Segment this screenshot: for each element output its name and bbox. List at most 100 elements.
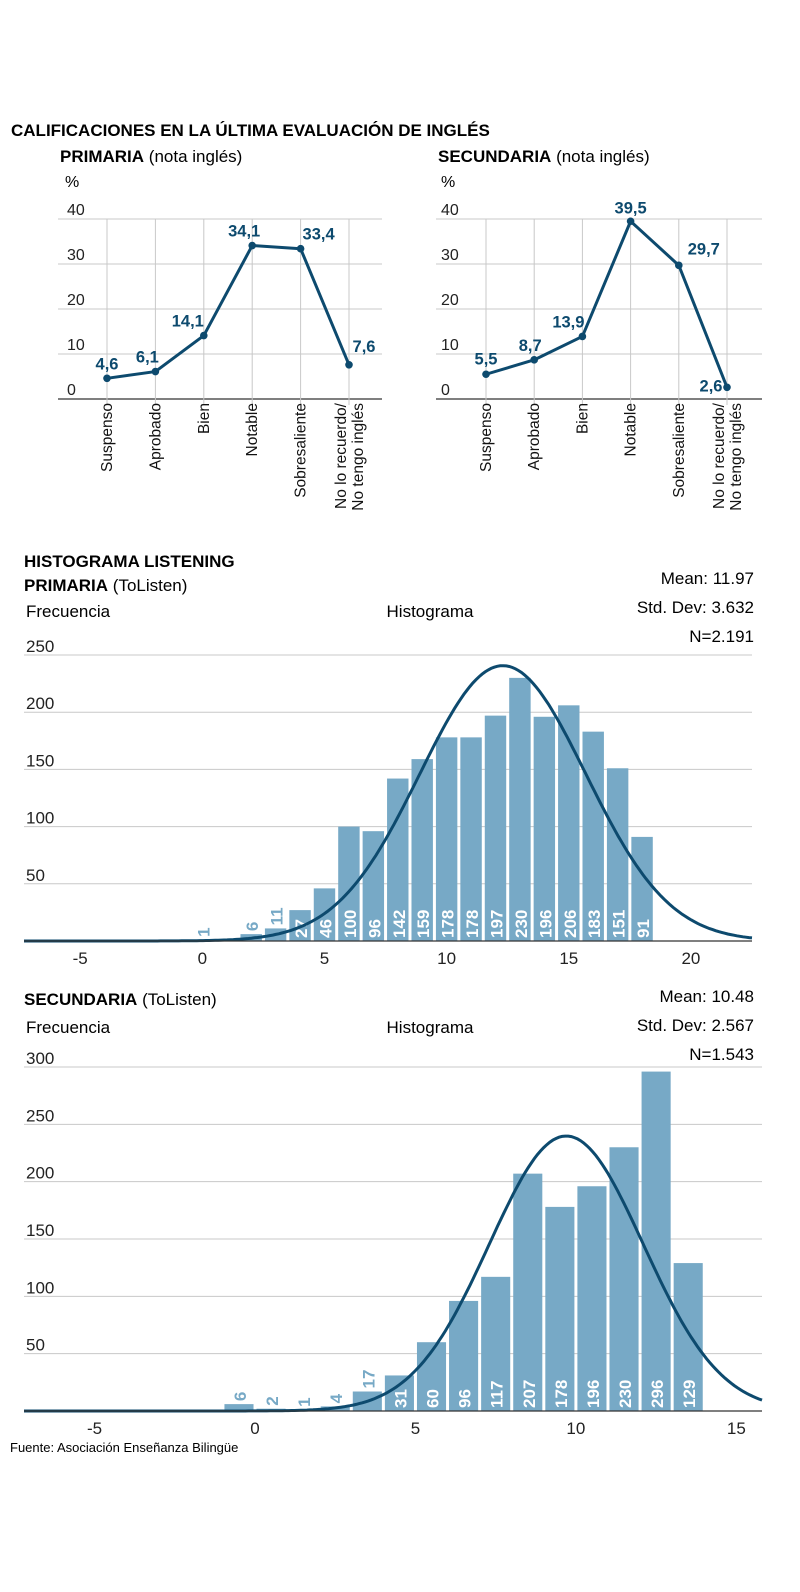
primaria-hist-stat-std: Std. Dev: 3.632 (637, 598, 754, 617)
category-label: Suspenso (478, 403, 495, 472)
secundaria-hist-stat-mean: Mean: 10.48 (659, 987, 754, 1006)
y-tick-label: 40 (67, 202, 85, 219)
data-label: 6,1 (136, 349, 159, 367)
bar-value-label: 142 (390, 910, 409, 938)
primaria-notas-chart: 0 10 20 30 40 Suspenso Aprobado Bien Notable Sobr… (58, 202, 382, 511)
histogram-bar (384, 1375, 414, 1411)
bar-value-label: 1 (295, 1397, 314, 1406)
bar-value-label: 129 (680, 1380, 699, 1408)
bar-value-label: 178 (463, 910, 482, 938)
category-label: Aprobado (147, 403, 164, 470)
bar-value-label: 4 (327, 1393, 346, 1403)
x-tick-label: 0 (198, 949, 207, 968)
bar-value-label: 197 (487, 910, 506, 938)
x-tick-label: -5 (73, 949, 88, 968)
histogram-bar (558, 705, 580, 941)
data-label: 13,9 (552, 313, 584, 331)
bar-value-label: 60 (424, 1389, 443, 1408)
histogram-bar (224, 1404, 254, 1411)
bar-value-label: 11 (268, 907, 287, 925)
bar-value-label: 96 (365, 919, 384, 938)
secundaria-hist-center-label: Histograma (387, 1018, 474, 1037)
y-tick-label: 0 (441, 382, 450, 399)
histogram-bar (449, 1300, 479, 1411)
primaria-notas-title: PRIMARIA (nota inglés) (60, 147, 242, 166)
category-label: No lo recuerdo/No tengo inglés (333, 402, 367, 510)
primaria-notas-title-rest: (nota inglés) (144, 147, 242, 166)
data-label: 8,7 (519, 337, 542, 355)
category-label: No lo recuerdo/No tengo inglés (711, 402, 745, 510)
category-label-line: Bien (574, 403, 591, 434)
bar-value-label: 100 (341, 910, 360, 938)
data-point (675, 261, 683, 270)
y-tick-label: 20 (67, 292, 85, 309)
secundaria-hist-ylabel: Frecuencia (26, 1018, 111, 1037)
secundaria-notas-title-rest: (nota inglés) (551, 147, 649, 166)
data-label: 33,4 (303, 226, 336, 244)
bar-value-label: 96 (456, 1389, 475, 1408)
category-label: Bien (196, 403, 213, 434)
data-point (103, 374, 111, 383)
category-label-line: No tengo inglés (728, 403, 745, 511)
histogram-bar (513, 1173, 543, 1411)
y-tick-label: 30 (67, 247, 85, 264)
x-tick-label: -5 (87, 1419, 102, 1438)
data-point (578, 332, 587, 341)
category-label-line: Sobresaliente (293, 403, 310, 498)
y-tick-label: 0 (67, 382, 76, 399)
bar-value-label: 196 (536, 910, 555, 938)
y-tick-label: 150 (26, 1221, 54, 1240)
category-label: Bien (574, 403, 591, 434)
primaria-hist-stat-mean: Mean: 11.97 (661, 569, 754, 588)
x-tick-label: 20 (681, 949, 700, 968)
histogram-bar (481, 1276, 511, 1411)
bar-value-label: 230 (512, 910, 531, 938)
y-tick-label: 10 (441, 337, 459, 354)
bar-value-label: 46 (316, 919, 335, 938)
series-line (485, 219, 729, 388)
bar-value-label: 207 (520, 1380, 539, 1408)
histogram-bar (673, 1263, 703, 1411)
data-point (530, 356, 538, 364)
bar-value-label: 6 (231, 1392, 250, 1401)
primaria-notas-title-bold: PRIMARIA (60, 147, 144, 166)
histogram-section-title: HISTOGRAMA LISTENING (24, 552, 235, 571)
category-label-line: Notable (623, 403, 640, 456)
bar-value-label: 117 (488, 1381, 507, 1408)
x-tick-label: 15 (559, 949, 578, 968)
bar-value-label: 1 (194, 927, 213, 936)
x-tick-label: 5 (320, 949, 329, 968)
primaria-hist-title: PRIMARIA (ToListen) (24, 576, 187, 595)
histogram-bar (411, 759, 433, 941)
histogram-bar (533, 716, 556, 941)
main-title: CALIFICACIONES EN LA ÚLTIMA EVALUACIÓN D… (11, 121, 490, 140)
bar-value-label: 151 (610, 910, 629, 938)
x-tick-label: 0 (250, 1419, 259, 1438)
bar-value-label: 2 (263, 1396, 282, 1405)
secundaria-hist-stat-n: N=1.543 (689, 1045, 754, 1064)
category-label-line: Notable (244, 403, 261, 456)
histogram-bar (631, 836, 653, 941)
primaria-hist-ylabel: Frecuencia (26, 602, 111, 621)
histogram-bar (641, 1071, 671, 1411)
category-label: Sobresaliente (671, 403, 688, 498)
data-point (482, 370, 490, 379)
bar-value-label: 296 (648, 1380, 667, 1408)
primaria-notas-ylabel: % (65, 174, 79, 191)
histogram-bar (582, 731, 604, 941)
category-label-line: Suspenso (99, 403, 116, 472)
category-label-line: No tengo inglés (350, 403, 367, 511)
histogram-bar (577, 1186, 607, 1411)
data-point (626, 217, 635, 226)
data-label: 7,6 (353, 338, 376, 356)
bar-value-label: 91 (634, 919, 653, 938)
y-tick-label: 50 (26, 1336, 45, 1355)
data-label: 29,7 (688, 240, 720, 258)
y-tick-label: 200 (26, 694, 54, 713)
category-label-line: No lo recuerdo/ (333, 402, 350, 509)
histogram-bar (509, 677, 531, 941)
data-point (248, 241, 256, 250)
bar-value-label: 230 (616, 1380, 635, 1408)
primaria-hist-title-rest: (ToListen) (108, 576, 187, 595)
